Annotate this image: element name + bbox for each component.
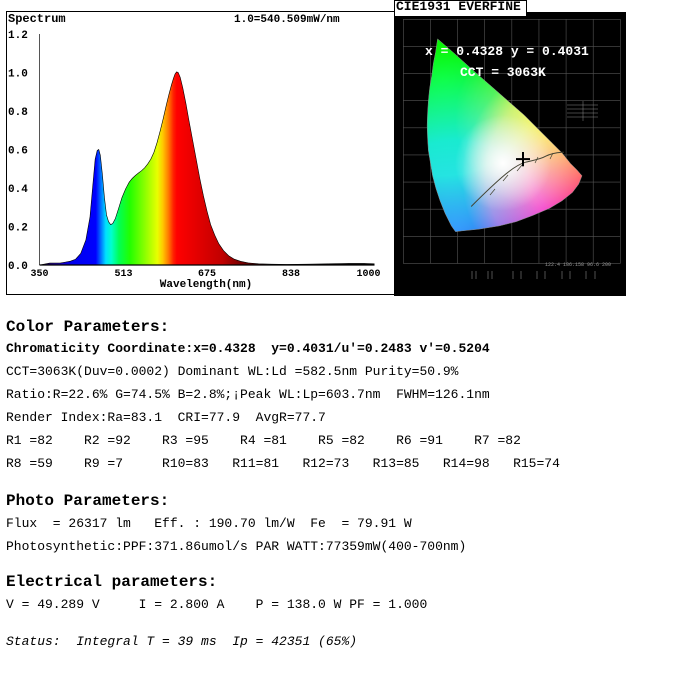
svg-text:x = 0.4328 y = 0.4031: x = 0.4328 y = 0.4031 bbox=[425, 44, 589, 59]
svg-text:CCT = 3063K: CCT = 3063K bbox=[460, 65, 546, 80]
svg-text:1.0=540.509mW/nm: 1.0=540.509mW/nm bbox=[234, 14, 340, 26]
svg-text:350: 350 bbox=[30, 269, 48, 280]
svg-text:0.0: 0.0 bbox=[8, 261, 28, 273]
svg-text:0.8: 0.8 bbox=[8, 107, 28, 119]
svg-text:Wavelength(nm): Wavelength(nm) bbox=[160, 279, 252, 291]
svg-text:513: 513 bbox=[114, 269, 132, 280]
svg-text:0.6: 0.6 bbox=[8, 146, 28, 158]
svg-text:1.0: 1.0 bbox=[8, 69, 28, 81]
svg-text:0.2: 0.2 bbox=[8, 223, 28, 235]
svg-text:1.2: 1.2 bbox=[8, 30, 28, 42]
svg-text:838: 838 bbox=[282, 269, 300, 280]
svg-text:0.4: 0.4 bbox=[8, 184, 28, 196]
svg-text:1000: 1000 bbox=[356, 269, 380, 280]
svg-text:Spectrum: Spectrum bbox=[8, 12, 66, 26]
svg-text:122.4 186.158 96.6 200: 122.4 186.158 96.6 200 bbox=[545, 262, 611, 268]
